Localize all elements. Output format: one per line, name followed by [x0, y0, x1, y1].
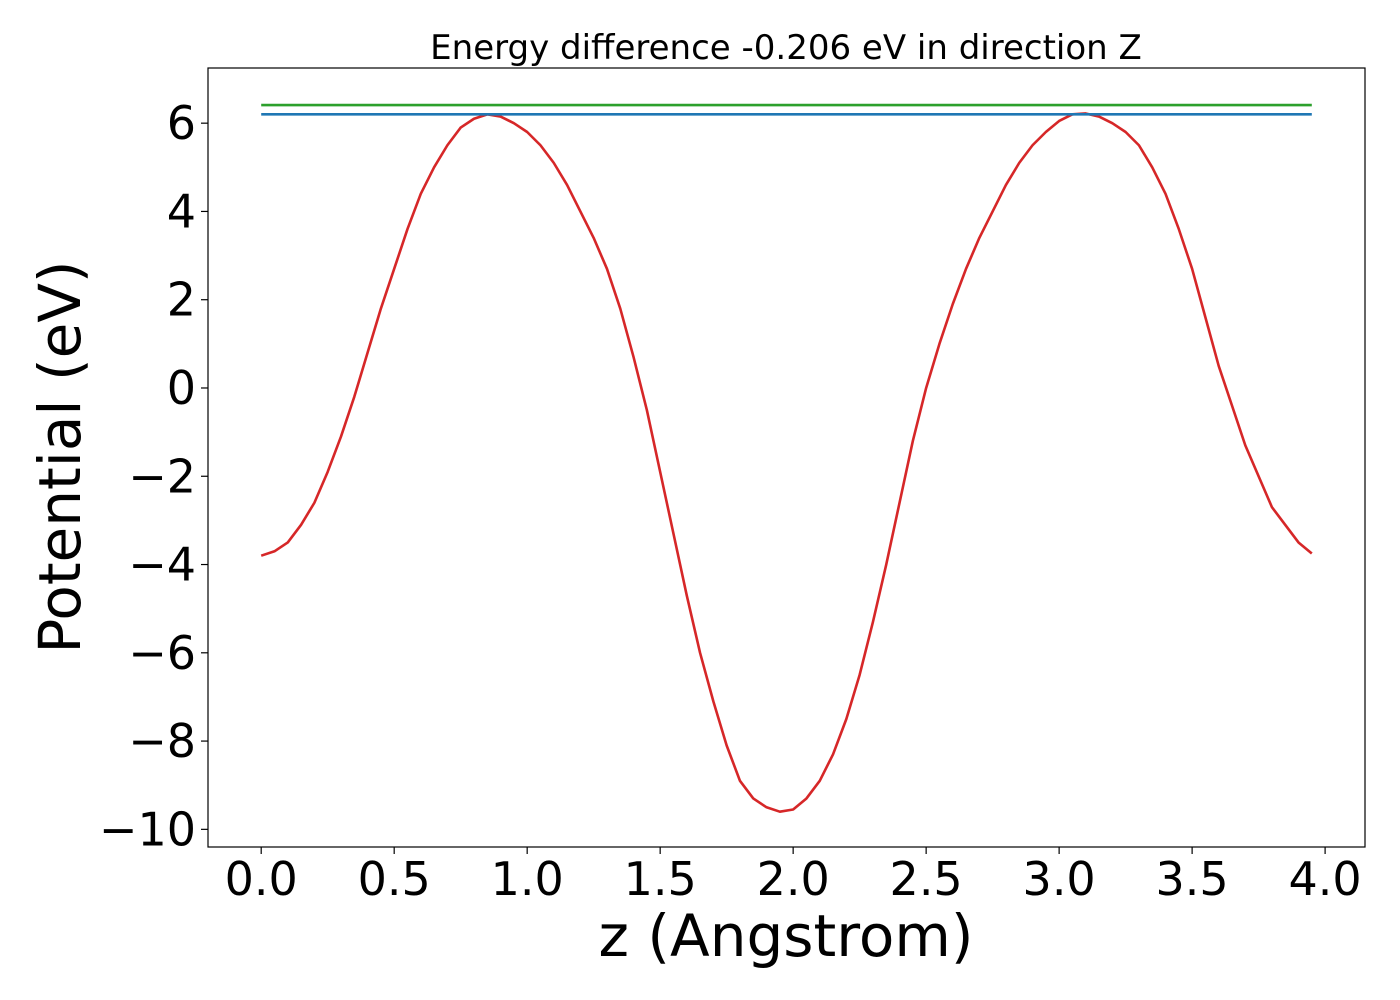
plot-frame	[207, 67, 1366, 848]
series-line-0	[260, 112, 1313, 813]
x-tick-label: 4.0	[1289, 852, 1362, 906]
y-tick-label: 0	[167, 361, 196, 415]
y-tick-label: 4	[167, 184, 196, 238]
x-tick-label: 2.5	[890, 852, 963, 906]
y-tick-label: −10	[99, 802, 196, 856]
x-tick-label: 3.0	[1023, 852, 1096, 906]
x-tick-label: 1.5	[624, 852, 697, 906]
plot-area	[208, 68, 1365, 847]
y-tick-label: 6	[167, 96, 196, 150]
x-ticks: 0.0 0.5 1.0 1.5 2.0 2.5 3.0 3.5 4.0	[225, 847, 1362, 906]
y-tick-label: −4	[128, 538, 196, 592]
y-axis-label: Potential (eV)	[26, 260, 94, 653]
series-layer	[260, 103, 1313, 813]
y-tick-label: −2	[128, 449, 196, 503]
y-tick-label: −6	[128, 626, 196, 680]
x-tick-label: 1.0	[491, 852, 564, 906]
x-tick-label: 3.5	[1156, 852, 1229, 906]
x-axis-label: z (Angstrom)	[599, 902, 974, 970]
x-tick-label: 0.5	[358, 852, 431, 906]
y-tick-label: −8	[128, 714, 196, 768]
x-tick-label: 0.0	[225, 852, 298, 906]
y-tick-label: 2	[167, 273, 196, 327]
chart-title: Energy difference -0.206 eV in direction…	[430, 28, 1142, 68]
y-ticks: 6 4 2 0 −2 −4 −6 −8 −10	[99, 96, 208, 856]
x-tick-label: 2.0	[757, 852, 830, 906]
